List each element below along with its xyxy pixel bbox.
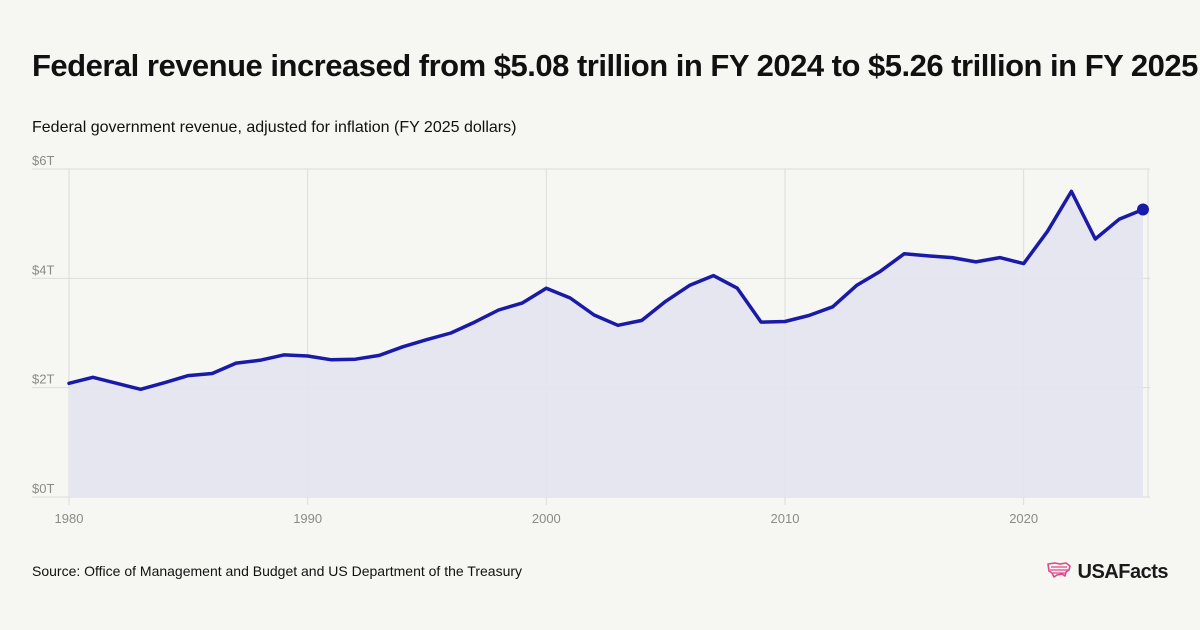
last-point-marker bbox=[1137, 203, 1149, 216]
usafacts-logo: USAFacts bbox=[1046, 560, 1169, 585]
y-tick-label: $4T bbox=[32, 262, 54, 277]
y-tick-label: $0T bbox=[32, 481, 54, 496]
y-tick-label: $6T bbox=[32, 153, 54, 168]
series-group bbox=[67, 189, 1149, 392]
logo-text: USAFacts bbox=[1077, 561, 1169, 583]
chart-title: Federal revenue increased from $5.08 tri… bbox=[32, 48, 1200, 83]
chart-subtitle: Federal government revenue, adjusted for… bbox=[32, 119, 517, 136]
x-tick-label: 2020 bbox=[1009, 511, 1038, 526]
x-tick-label: 2000 bbox=[532, 511, 561, 526]
source-note: Source: Office of Management and Budget … bbox=[32, 563, 523, 579]
x-tick-label: 2010 bbox=[771, 511, 800, 526]
area-fill-group bbox=[69, 191, 1143, 497]
revenue-line bbox=[67, 189, 1145, 392]
y-axis-labels: $0T $2T $4T $6T bbox=[32, 153, 54, 496]
us-map-icon bbox=[1046, 560, 1072, 585]
x-axis-labels: 1980 1990 2000 2010 2020 bbox=[55, 511, 1039, 526]
x-tick-label: 1980 bbox=[55, 511, 84, 526]
y-tick-label: $2T bbox=[32, 372, 54, 387]
area-fill bbox=[69, 191, 1143, 497]
x-tick-label: 1990 bbox=[293, 511, 322, 526]
